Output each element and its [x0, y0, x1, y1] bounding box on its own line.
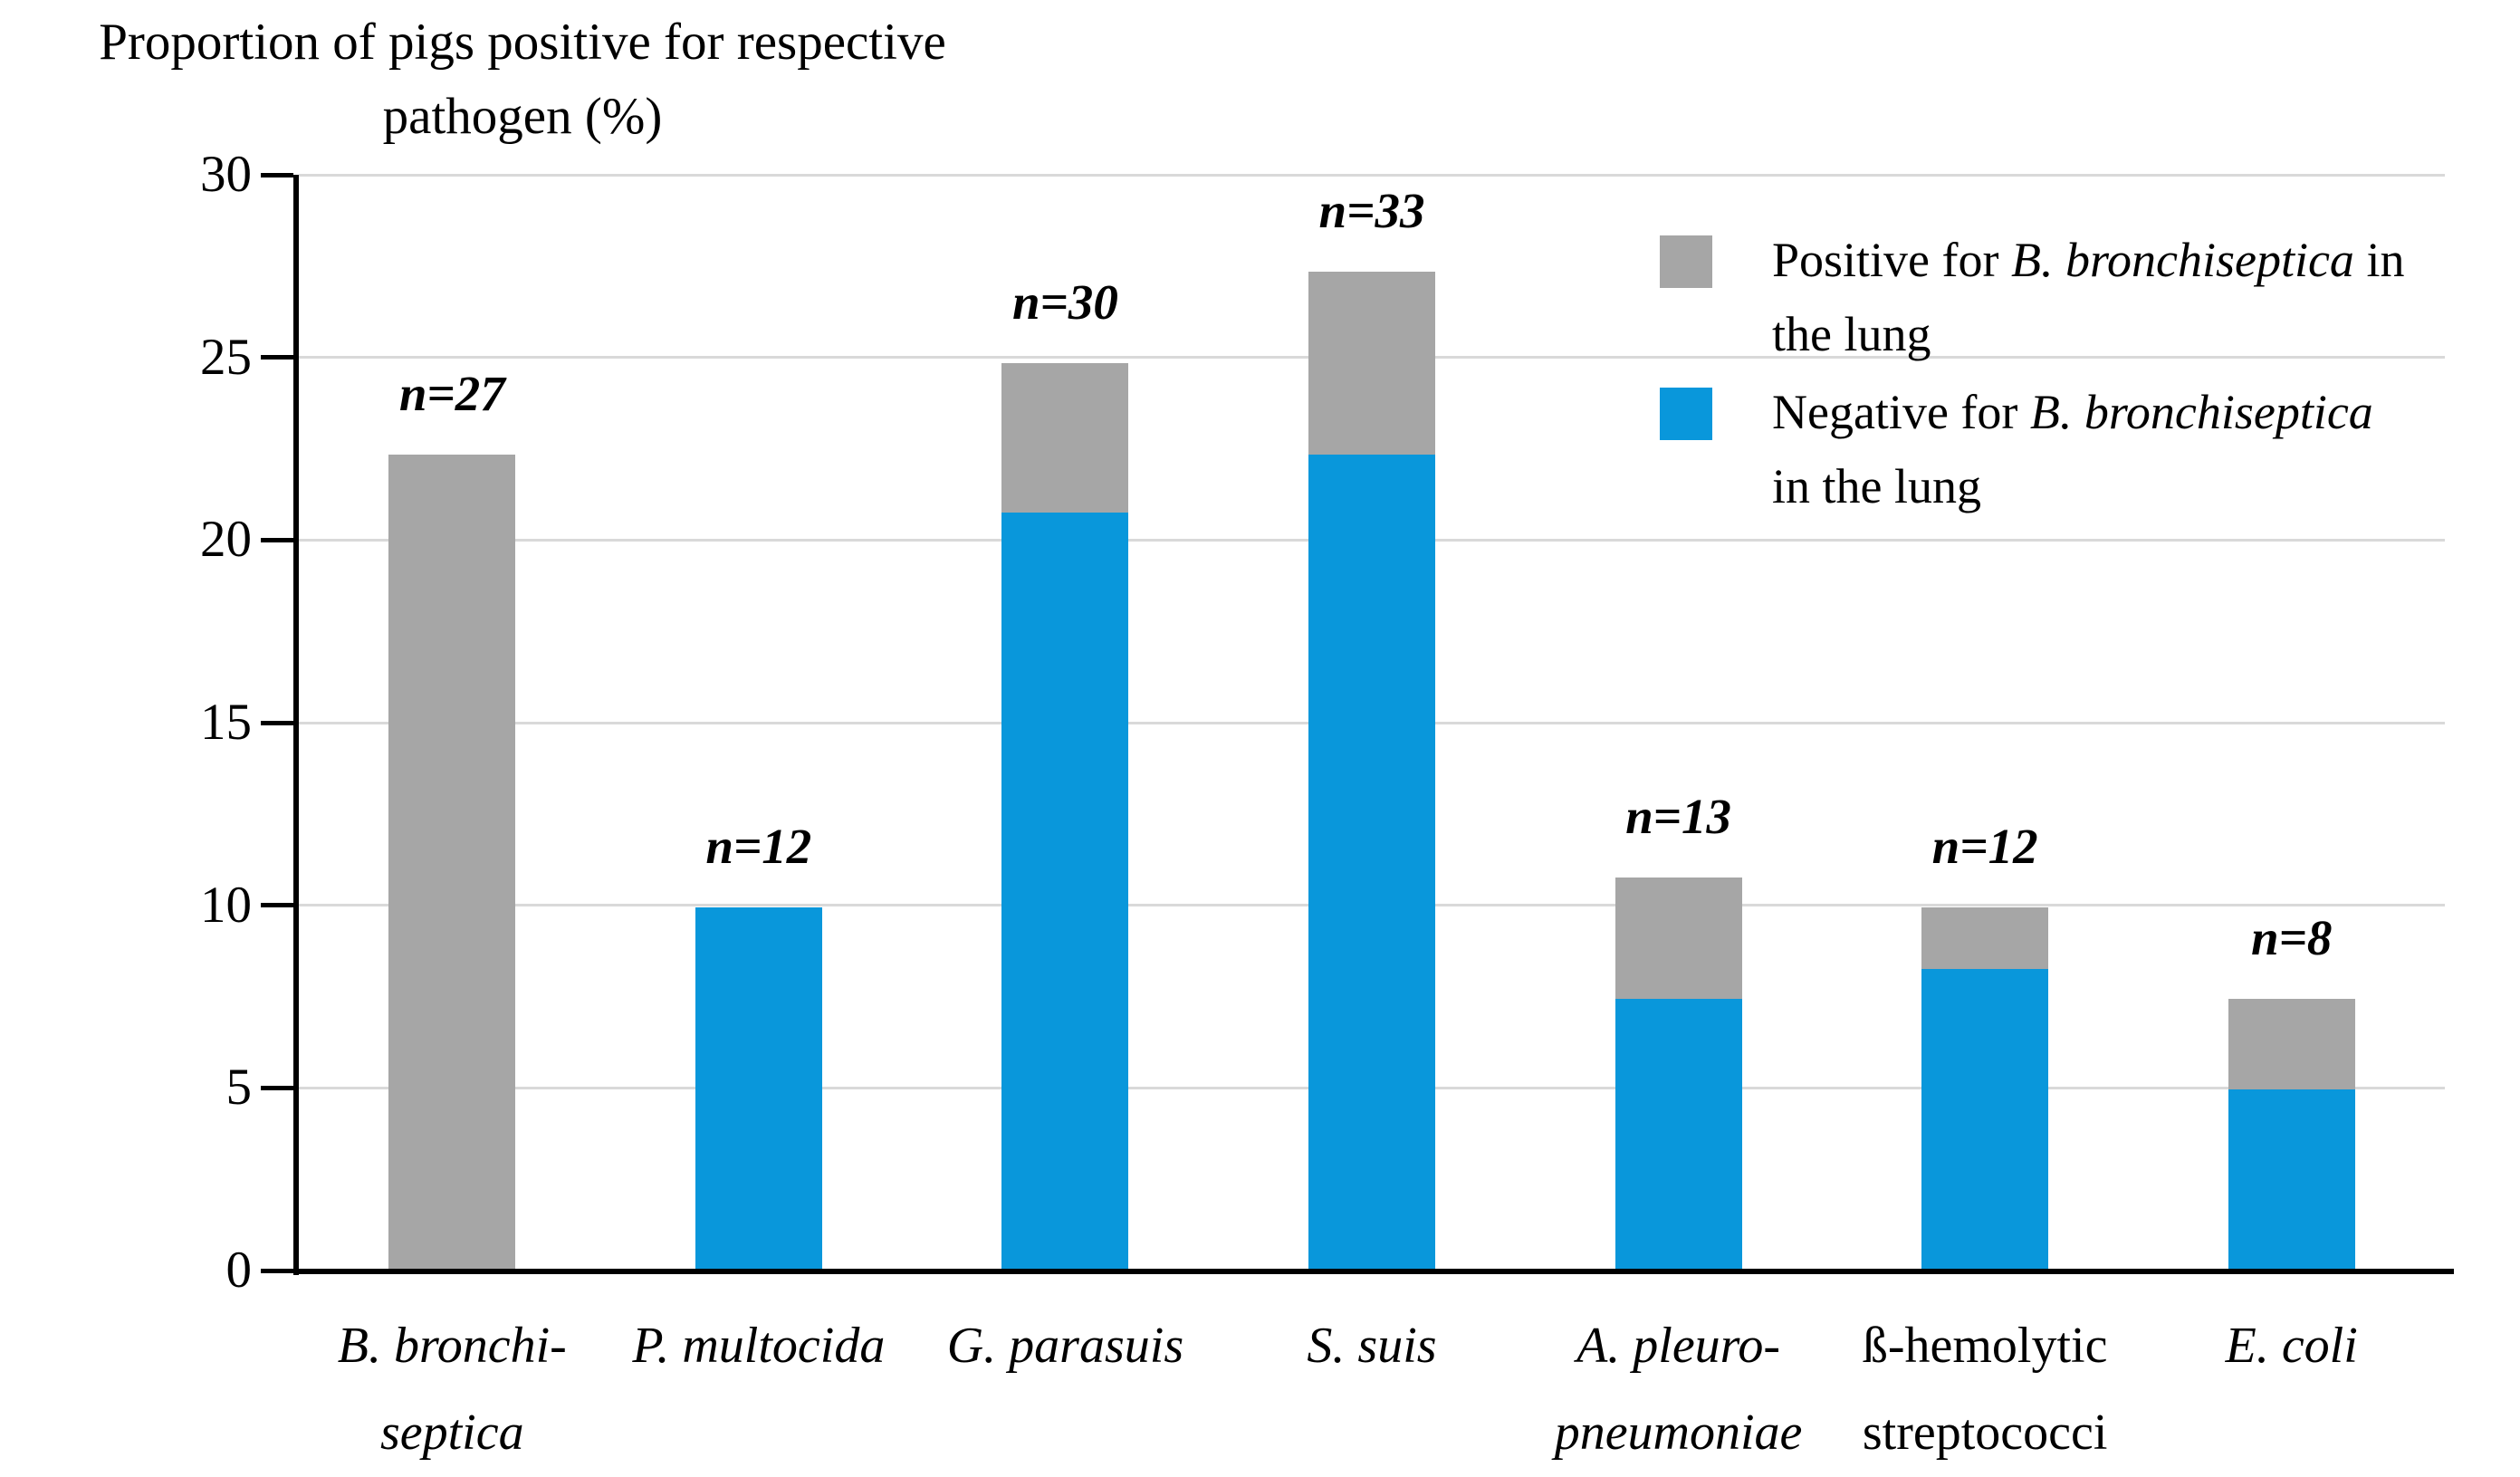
legend-label: Positive for B. bronchiseptica in the lun… [1772, 223, 2404, 371]
bar-count-label: n=8 [2250, 909, 2333, 965]
bar-segment-negative [1615, 998, 1742, 1269]
x-axis-category-label-line: pneumoniae [1554, 1405, 1803, 1461]
legend-label-line: Positive for B. bronchiseptica in [1772, 233, 2405, 287]
chart-title: Proportion of pigs positive for respecti… [16, 5, 1029, 154]
y-tick [261, 172, 293, 177]
x-axis-category-label-line: E. coli [2225, 1318, 2358, 1374]
bar-count-label: n=27 [398, 365, 505, 421]
chart-title-line-1: Proportion of pigs positive for respecti… [99, 14, 946, 71]
y-tick [261, 903, 293, 908]
y-tick-label: 0 [225, 1242, 253, 1299]
x-axis-category-label-line: septica [379, 1405, 524, 1461]
bar-count-label: n=12 [1931, 818, 2038, 874]
y-tick-label: 20 [200, 511, 252, 569]
y-tick-label: 25 [200, 328, 252, 386]
x-axis-category-label: B. bronchi-septica [338, 1302, 567, 1476]
legend-label-line: in the lung [1772, 459, 1981, 513]
x-axis-category-label: G. parasuis [947, 1302, 1183, 1389]
y-tick-label: 10 [200, 876, 252, 934]
bar-count-label: n=33 [1318, 182, 1425, 238]
legend-row: Negative for B. bronchiseptica in the lun… [1660, 375, 2373, 523]
legend-row: Positive for B. bronchiseptica in the lun… [1660, 223, 2404, 371]
x-axis-category-label: E. coli [2226, 1302, 2358, 1389]
x-axis-category-label: S. suis [1307, 1302, 1436, 1389]
x-axis-category-label-line: streptococci [1862, 1405, 2108, 1461]
y-tick [261, 537, 293, 542]
x-axis-category-label-line: P. multocida [632, 1318, 886, 1374]
bar-count-label: n=13 [1625, 789, 1732, 845]
bar-segment-negative [2228, 1089, 2355, 1269]
bar-segment-negative [695, 906, 822, 1269]
bar-count-label: n=12 [705, 818, 812, 874]
chart-title-line-2: pathogen (%) [382, 88, 663, 145]
bar-segment-positive [1001, 362, 1129, 513]
y-tick-label: 15 [200, 694, 252, 751]
x-axis-category-label: P. multocida [632, 1302, 885, 1389]
y-tick [261, 1268, 293, 1273]
x-axis-category-label-line: ß-hemolytic [1862, 1318, 2108, 1374]
bar-segment-positive [1308, 271, 1435, 455]
x-axis-category-label: ß-hemolytic streptococci [1863, 1302, 2108, 1476]
x-axis-category-label: A. pleuro-pneumoniae [1555, 1302, 1803, 1476]
bar-segment-negative [1001, 513, 1129, 1269]
bar-segment-positive [1615, 878, 1742, 999]
bar-segment-positive [388, 454, 516, 1269]
x-axis-line [293, 1269, 2454, 1274]
y-tick-label: 5 [225, 1059, 253, 1117]
x-axis-category-label-line: B. bronchi- [337, 1318, 567, 1374]
x-axis-category-label-line: G. parasuis [946, 1318, 1184, 1374]
y-tick-label: 30 [200, 146, 252, 203]
bar-segment-positive [1921, 906, 2049, 970]
bar-segment-negative [1308, 454, 1435, 1269]
legend-swatch [1660, 235, 1712, 288]
legend-swatch [1660, 388, 1712, 440]
legend-label-line: Negative for B. bronchiseptica [1772, 385, 2373, 439]
legend-label: Negative for B. bronchiseptica in the lun… [1772, 375, 2373, 523]
x-axis-category-label-line: A. pleuro- [1576, 1318, 1781, 1374]
legend-label-line: the lung [1772, 307, 1931, 361]
y-tick [261, 355, 293, 360]
bar-count-label: n=30 [1011, 273, 1118, 330]
y-axis-line [293, 175, 299, 1275]
x-axis-category-label-line: S. suis [1307, 1318, 1437, 1374]
y-tick [261, 1085, 293, 1090]
y-gridline [299, 173, 2445, 177]
bar-segment-negative [1921, 969, 2049, 1269]
y-tick [261, 720, 293, 725]
bar-segment-positive [2228, 998, 2355, 1090]
